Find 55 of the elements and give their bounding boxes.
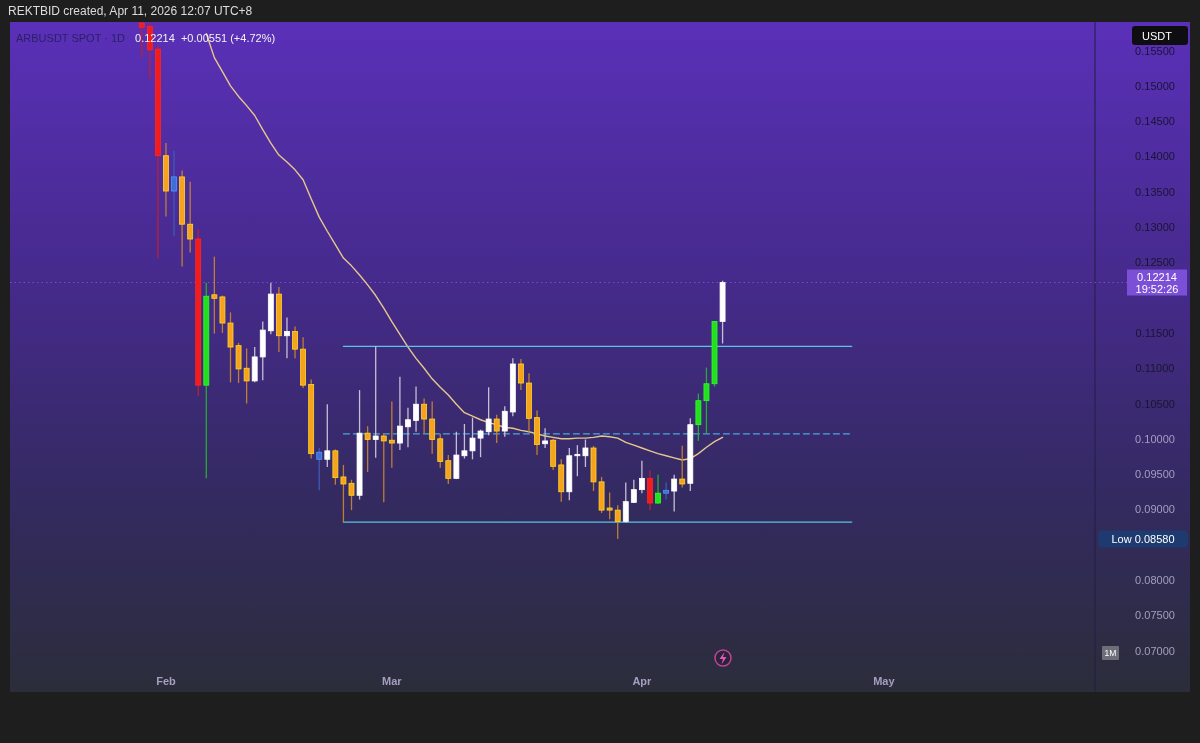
x-tick-label: Feb [156, 675, 177, 687]
y-tick-label: 0.13500 [1135, 185, 1175, 198]
candlestick [413, 385, 419, 433]
y-tick-label: 0.13000 [1135, 221, 1175, 234]
candlestick [518, 358, 524, 391]
candlestick [655, 474, 661, 505]
y-tick-label: 0.08000 [1135, 574, 1175, 586]
candlestick [671, 474, 678, 513]
candlestick [380, 432, 387, 503]
y-tick-label: 0.14000 [1135, 150, 1175, 163]
candlestick [429, 400, 436, 455]
candlestick [493, 414, 500, 444]
candlestick [171, 150, 177, 237]
y-tick-label: 0.09500 [1135, 468, 1175, 481]
ref-line-label: 0.12214 19:52:26 [1135, 270, 1179, 295]
y-tick-label: 0.07500 [1135, 609, 1175, 622]
text: ARBUSDT SPOT · 1D [16, 32, 126, 44]
candlestick [324, 403, 331, 468]
y-tick-label: 0.10000 [1135, 432, 1175, 445]
candlestick [372, 345, 379, 459]
candlestick [187, 181, 194, 254]
candlestick [292, 325, 298, 359]
candlestick [501, 405, 508, 438]
price-label: 0.12214 19:52:26 [1127, 269, 1187, 296]
y-tick-label: 0.12500 [1135, 256, 1175, 269]
candlestick [388, 400, 395, 469]
text: REKTBID created, Apr 11, 2026 12:07 UTC+8 [8, 4, 253, 18]
candlestick [445, 454, 452, 485]
y-tick-label: 0.15000 [1135, 79, 1175, 92]
candlestick [614, 504, 621, 540]
candlestick [679, 445, 686, 489]
candlestick [437, 433, 444, 469]
y-tick-label: 0.11500 [1135, 326, 1175, 339]
candlestick [316, 447, 323, 491]
interval-button: 1M [1102, 646, 1119, 660]
y-tick-label: 0.15500 [1135, 44, 1175, 57]
x-tick-label: Mar [382, 675, 403, 687]
candlestick [542, 427, 549, 449]
candlestick [405, 407, 411, 448]
y-tick-label: 0.11000 [1135, 362, 1175, 375]
candlestick [663, 481, 670, 501]
y-tick-label: 0.07000 [1135, 644, 1175, 657]
candlestick [284, 316, 290, 359]
y-axis-title: USDT [1142, 29, 1173, 42]
y-tick-label: 0.10500 [1135, 397, 1175, 410]
x-tick-label: May [873, 675, 896, 687]
unit-label: USDT [1132, 26, 1188, 45]
y-tick-label: 0.14500 [1135, 115, 1175, 128]
candlestick [421, 397, 427, 435]
candlestick [397, 376, 403, 451]
candlestick [622, 481, 629, 524]
candlestick [364, 425, 371, 473]
candlestick [639, 460, 645, 494]
x-tick-label: Apr [632, 675, 653, 687]
y-tick-label: 0.09000 [1135, 503, 1175, 516]
